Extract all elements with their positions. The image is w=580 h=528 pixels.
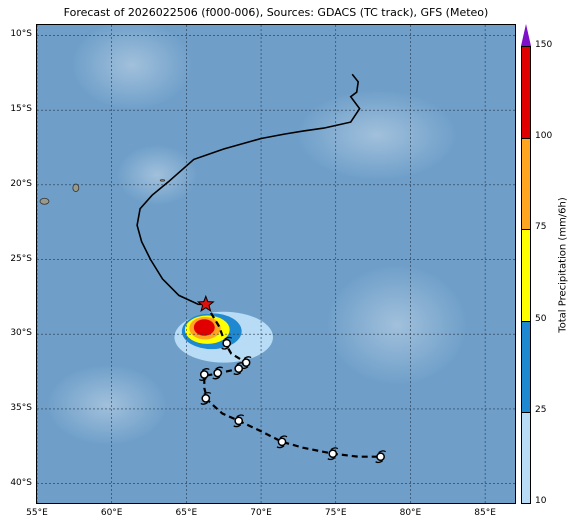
forecast-track-line (203, 303, 381, 458)
x-tick-label: 80°E (399, 508, 422, 518)
colorbar-tick-label: 50 (535, 313, 547, 324)
colorbar-tick-label: 150 (535, 40, 553, 50)
island (72, 183, 80, 192)
storm-symbol-icon (198, 368, 210, 381)
x-tick-label: 60°E (100, 508, 123, 518)
colorbar-band (522, 138, 530, 230)
x-tick-label: 55°E (26, 508, 48, 518)
y-tick-label: 15°S (10, 104, 32, 115)
storm-symbol-icon (212, 366, 224, 380)
y-tick-label: 35°S (10, 402, 32, 413)
colorbar-extend-arrow (521, 24, 531, 46)
storm-symbol-icon (327, 447, 339, 461)
precipitation-layer (174, 311, 274, 363)
colorbar-band (522, 320, 530, 412)
y-tick-label: 20°S (10, 178, 32, 189)
cyclone-track (136, 73, 386, 464)
cloud-texture (117, 145, 197, 205)
colorbar-tick-label: 100 (535, 131, 553, 142)
colorbar (521, 46, 531, 504)
colorbar-tick-label: 10 (535, 496, 547, 506)
colorbar-tick-label: 75 (535, 222, 547, 233)
storm-symbol-icon (375, 450, 386, 464)
storm-symbol-icon (233, 362, 245, 376)
colorbar-band (522, 229, 530, 321)
colorbar-band (522, 411, 530, 503)
storm-symbol-icon (221, 336, 233, 350)
current-position-star-icon[interactable] (196, 294, 215, 312)
map-canvas[interactable] (37, 25, 515, 503)
precipitation-area (193, 319, 215, 336)
colorbar-title: Total Precipitation (mm/6h) (557, 197, 569, 333)
cloud-texture (72, 25, 192, 110)
y-tick-label: 40°S (10, 477, 32, 488)
storm-symbol-icon (276, 435, 288, 449)
islands-layer (39, 179, 166, 205)
cloud-texture (327, 265, 467, 385)
island (159, 179, 166, 182)
x-tick-label: 65°E (175, 508, 198, 518)
storm-symbol-icon (233, 414, 245, 428)
y-tick-label: 30°S (10, 328, 32, 339)
island (39, 197, 50, 205)
x-tick-label: 75°E (324, 508, 347, 518)
x-tick-label: 70°E (250, 508, 272, 518)
colorbar-tick-label: 25 (535, 404, 547, 415)
storm-symbol-icon (200, 391, 212, 405)
map-title: Forecast of 2026022506 (f000-006), Sourc… (63, 6, 489, 19)
past-track-line (136, 73, 361, 306)
y-tick-label: 10°S (10, 29, 32, 40)
y-tick-label: 25°S (10, 253, 32, 264)
map-panel[interactable] (36, 24, 516, 504)
x-tick-label: 85°E (474, 508, 496, 518)
cloud-texture (297, 90, 457, 180)
cloud-texture (47, 365, 167, 445)
colorbar-band (522, 47, 530, 139)
